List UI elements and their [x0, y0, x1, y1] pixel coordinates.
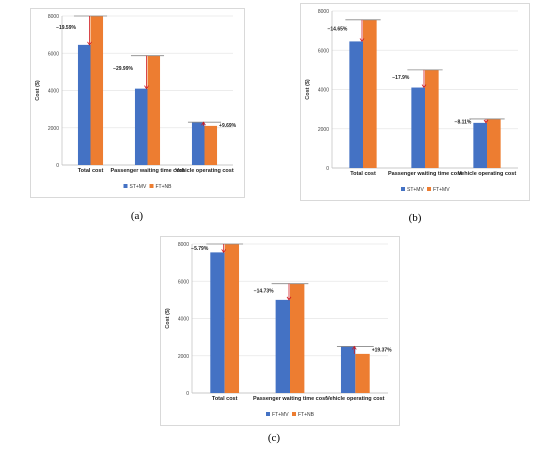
legend-swatch [427, 187, 431, 191]
bar-ft-mv [340, 346, 356, 393]
bar-st-mv [411, 87, 425, 168]
y-tick-label: 0 [326, 166, 329, 172]
bar-ft-mv [363, 19, 377, 168]
annotation-label: −14.65% [327, 26, 347, 32]
y-axis-label: Cost ($) [305, 79, 311, 100]
legend-label: FT+MV [433, 187, 450, 193]
annotation-arrow-head [421, 84, 427, 89]
annotation-label: −5.79% [191, 246, 209, 252]
chart-panel-a: 0 2000 4000 6000 8000 Cost ($) −19.59% Total co… [30, 8, 245, 203]
x-tick-label: Vehicle operating cost [326, 396, 385, 402]
y-axis-label: Cost ($) [165, 308, 171, 329]
legend-swatch [266, 412, 270, 416]
bar-st-mv [473, 122, 487, 168]
bar-ft-mv [425, 69, 439, 168]
y-tick-label: 4000 [178, 317, 189, 323]
y-axis-label: Cost ($) [35, 80, 41, 101]
y-tick-label: 0 [56, 163, 59, 169]
annotation-arrow-head [286, 296, 292, 301]
annotation-label: −29.99% [113, 66, 133, 72]
legend-swatch [123, 184, 128, 188]
y-tick-label: 6000 [48, 51, 59, 57]
chart-panel-b: 0 2000 4000 6000 8000 Cost ($) −14.65% Total co… [300, 3, 530, 206]
legend-swatch [292, 412, 296, 416]
bar-ft-nb [224, 244, 240, 393]
chart-b: 0 2000 4000 6000 8000 Cost ($) −14.65% Total co… [300, 3, 530, 201]
annotation-arrow-head [144, 85, 149, 90]
annotation-arrow-head [359, 38, 365, 43]
y-tick-label: 4000 [318, 88, 329, 94]
x-tick-label: Passenger waiting time cost [388, 171, 462, 177]
y-tick-label: 8000 [318, 9, 329, 15]
bar-ft-mv [487, 118, 501, 168]
y-tick-label: 8000 [48, 14, 59, 20]
annotation-arrow-head [352, 345, 357, 350]
chart-c: 0 2000 4000 6000 8000 Cost ($) −5.79% Total cos… [160, 236, 400, 426]
y-tick-label: 4000 [48, 89, 59, 95]
legend-label: FT+MV [272, 412, 289, 418]
legend-swatch [401, 187, 405, 191]
x-tick-label: Total cost [212, 396, 238, 402]
bar-st-mv [349, 41, 363, 169]
legend-label: ST+MV [407, 187, 424, 193]
bar-st-mv [134, 88, 148, 165]
chart-a: 0 2000 4000 6000 8000 Cost ($) −19.59% Total co… [30, 8, 245, 198]
y-tick-label: 6000 [318, 48, 329, 54]
annotation-arrow-head [201, 121, 206, 126]
annotation-label: −17.9% [392, 75, 410, 81]
annotation-label: −19.59% [56, 25, 76, 31]
y-tick-label: 2000 [48, 126, 59, 132]
annotation-label: −14.73% [254, 288, 274, 294]
y-tick-label: 6000 [178, 279, 189, 285]
x-tick-label: Vehicle operating cost [458, 171, 517, 177]
legend-swatch [149, 184, 154, 188]
caption-b: (b) [408, 212, 422, 224]
y-tick-label: 2000 [178, 354, 189, 360]
bar-ft-mv [210, 252, 225, 393]
annotation-label: +19.37% [372, 347, 392, 353]
bar-ft-nb [355, 353, 370, 393]
y-tick-label: 0 [186, 391, 189, 397]
y-tick-label: 8000 [178, 242, 189, 248]
x-tick-label: Total cost [78, 168, 104, 174]
x-tick-label: Total cost [350, 171, 376, 177]
caption-a: (a) [130, 210, 144, 222]
bar-ft-nb [204, 125, 218, 165]
x-tick-label: Passenger waiting time cost [253, 396, 327, 402]
bar-ft-nb [90, 16, 104, 165]
annotation-arrow-head [87, 41, 92, 46]
annotation-arrow-head [483, 119, 489, 124]
caption-c: (c) [267, 432, 281, 444]
x-tick-label: Passenger waiting time cost [111, 168, 185, 174]
bar-st-mv [77, 44, 91, 165]
bar-ft-nb [147, 55, 161, 165]
annotation-arrow-head [221, 249, 226, 254]
bar-st-mv [191, 122, 205, 165]
legend-label: FT+NB [298, 412, 315, 418]
x-tick-label: Vehicle operating cost [175, 168, 234, 174]
chart-panel-c: 0 2000 4000 6000 8000 Cost ($) −5.79% Total cos… [160, 236, 400, 431]
legend-label: FT+NB [156, 184, 173, 190]
bar-ft-nb [290, 283, 305, 393]
bar-ft-mv [275, 299, 290, 393]
annotation-label: +9.69% [219, 123, 237, 129]
y-tick-label: 2000 [318, 127, 329, 133]
annotation-label: −8.11% [455, 119, 472, 125]
legend-label: ST+MV [130, 184, 147, 190]
